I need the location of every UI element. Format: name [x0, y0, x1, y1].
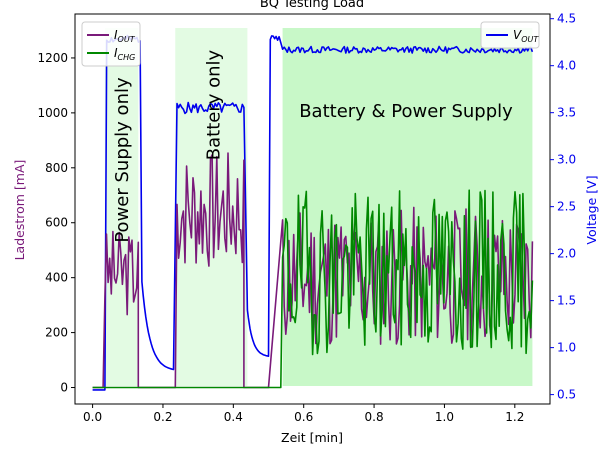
y-right-tick-label: 4.5 — [557, 12, 576, 26]
legend-left: IOUT ICHG — [81, 21, 141, 67]
x-tick-label: 0.8 — [365, 410, 384, 424]
y-right-tick-label: 2.0 — [557, 247, 576, 261]
y-left-axis-ticks: 0 200 400 600 800 1000 1200 — [37, 51, 75, 395]
y-right-tick-label: 0.5 — [557, 388, 576, 402]
legend-label: ICHG — [114, 46, 135, 62]
x-tick-label: 1.0 — [435, 410, 454, 424]
x-tick-label: 0.0 — [83, 410, 102, 424]
legend-label: IOUT — [114, 28, 136, 44]
region-1 — [175, 28, 248, 386]
y-right-tick-label: 3.0 — [557, 153, 576, 167]
chart-title: BQ Testing Load — [260, 0, 364, 11]
series-line-I_CHG — [92, 189, 534, 389]
y-left-tick-label: 600 — [45, 216, 68, 230]
y-right-tick-label: 4.0 — [557, 59, 576, 73]
series-line-V_OUT — [92, 34, 534, 391]
y-left-tick-label: 800 — [45, 161, 68, 175]
y-left-tick-label: 400 — [45, 271, 68, 285]
x-tick-label: 1.2 — [505, 410, 524, 424]
y-left-axis-label: Ladestrom [mA] — [12, 160, 27, 261]
region-labels: Power Supply only Battery only Battery & P… — [112, 49, 513, 242]
y-right-tick-label: 2.5 — [557, 200, 576, 214]
x-tick-label: 0.6 — [294, 410, 313, 424]
x-axis-ticks: 0.0 0.2 0.4 0.6 0.8 1.0 1.2 — [83, 404, 524, 424]
region-label-0: Power Supply only — [112, 77, 133, 243]
y-left-tick-label: 0 — [60, 381, 68, 395]
y-right-axis-ticks: 0.5 1.0 1.5 2.0 2.5 3.0 3.5 4.0 4.5 — [550, 12, 576, 402]
x-tick-label: 0.4 — [224, 410, 243, 424]
x-axis-label: Zeit [min] — [281, 430, 343, 445]
y-right-tick-label: 3.5 — [557, 106, 576, 120]
region-label-1: Battery only — [203, 49, 224, 160]
series-layer — [92, 34, 534, 391]
legend-box — [480, 21, 540, 49]
region-0 — [104, 28, 139, 386]
legend-right: VOUT — [480, 21, 540, 49]
y-right-tick-label: 1.5 — [557, 294, 576, 308]
y-right-axis-label: Voltage [V] — [584, 175, 599, 244]
region-label-2: Battery & Power Supply — [299, 101, 513, 122]
y-left-tick-label: 200 — [45, 326, 68, 340]
legend-box — [81, 21, 141, 67]
y-left-tick-label: 1200 — [37, 51, 68, 65]
y-left-tick-label: 1000 — [37, 106, 68, 120]
legend-label: VOUT — [513, 28, 539, 44]
x-tick-label: 0.2 — [153, 410, 172, 424]
plot-frame — [74, 13, 551, 405]
y-right-tick-label: 1.0 — [557, 341, 576, 355]
